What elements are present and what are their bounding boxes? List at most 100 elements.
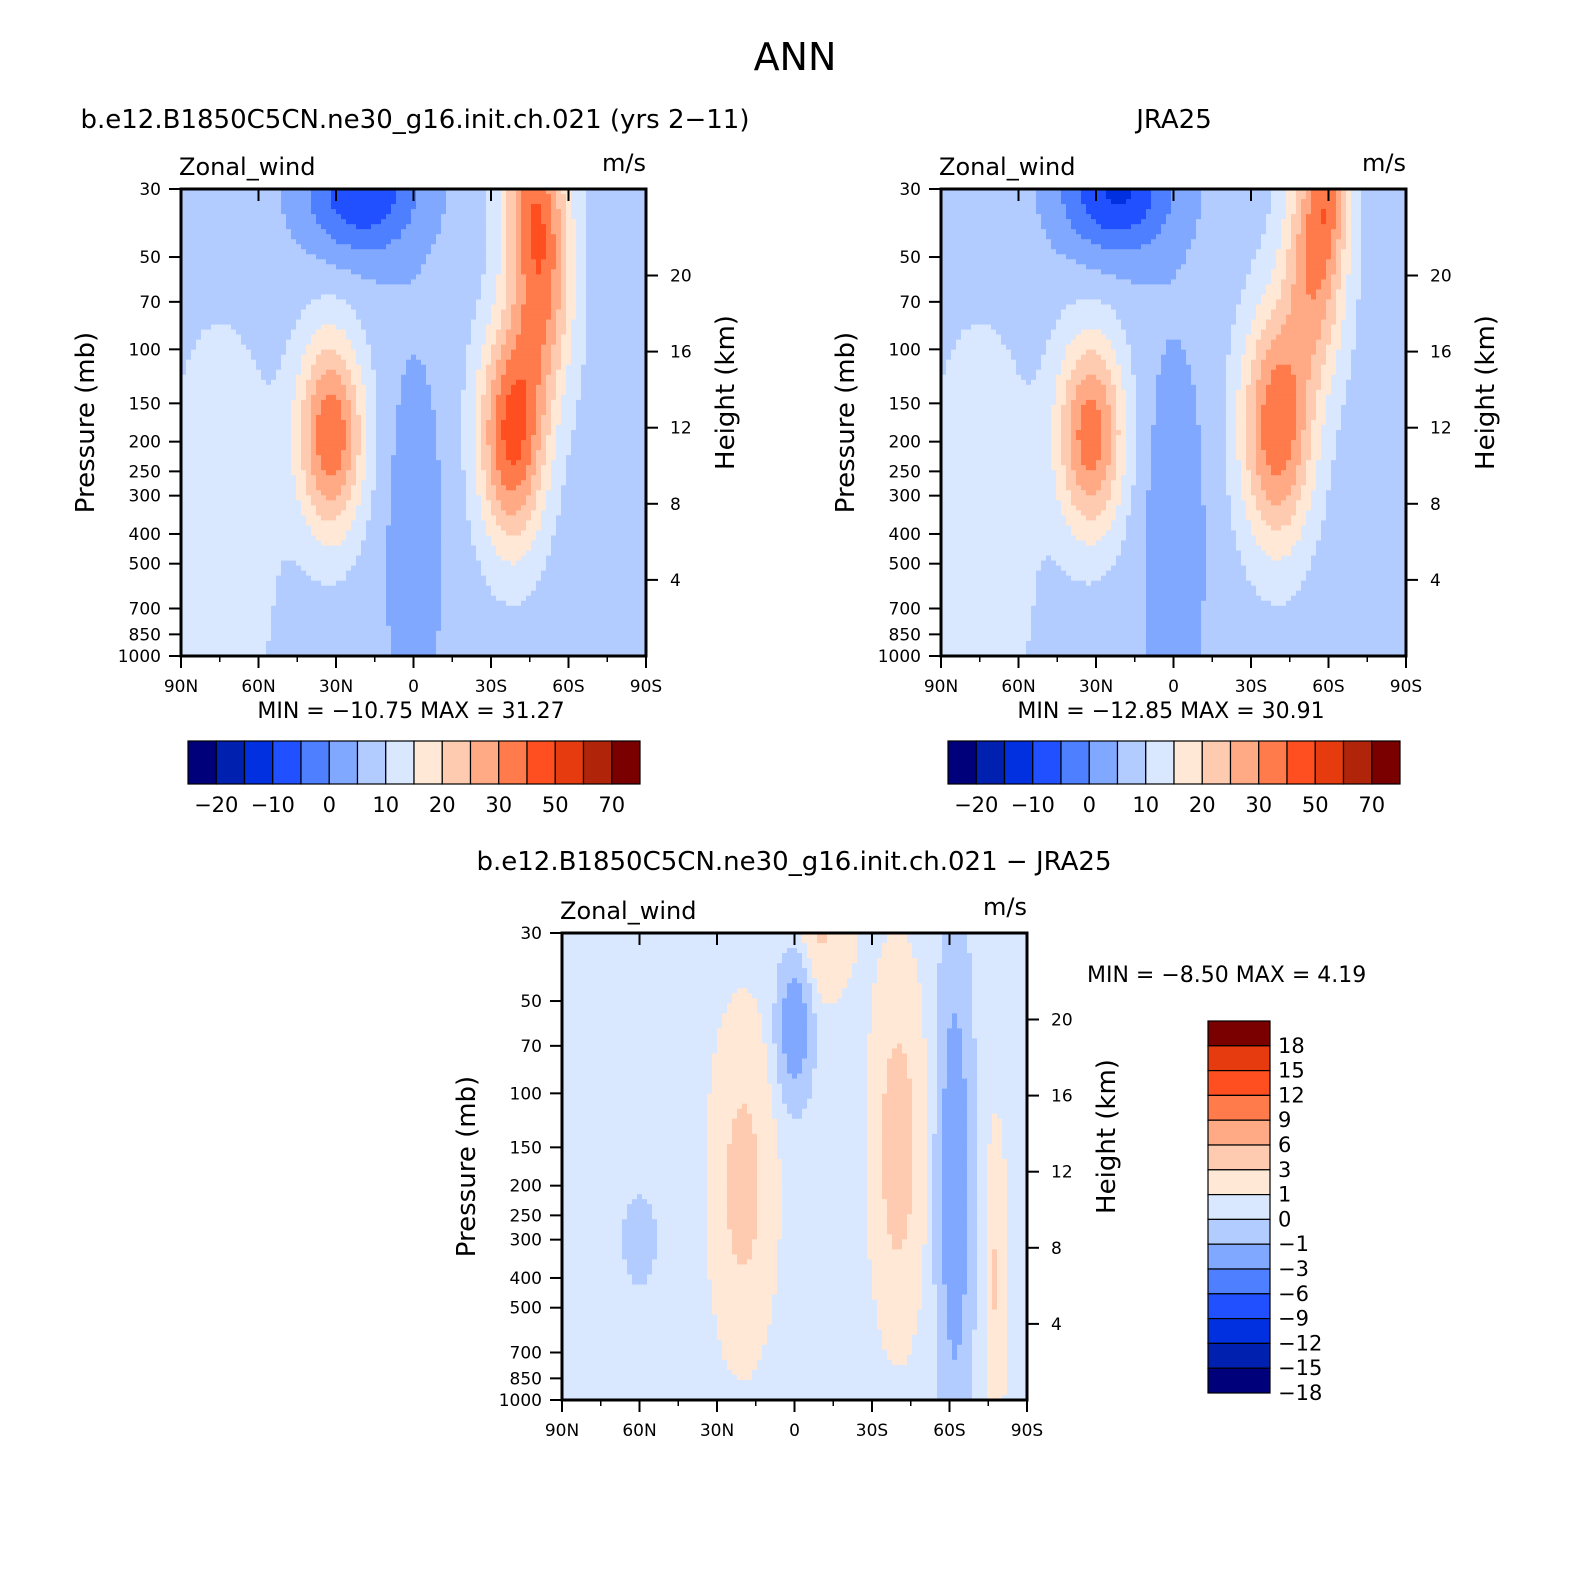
- contour-cell: [251, 425, 257, 431]
- contour-cell: [321, 435, 327, 441]
- contour-cell: [221, 409, 227, 416]
- contour-cell: [496, 254, 502, 260]
- contour-cell: [356, 455, 362, 461]
- contour-cell: [526, 244, 532, 250]
- contour-cell: [456, 279, 462, 286]
- contour-cell: [451, 299, 457, 306]
- contour-cell: [626, 435, 632, 441]
- contour-cell: [381, 399, 387, 406]
- contour-cell: [356, 189, 362, 195]
- contour-cell: [341, 364, 347, 371]
- contour-cell: [341, 414, 347, 421]
- contour-cell: [506, 409, 512, 416]
- contour-cell: [281, 409, 287, 416]
- contour-cell: [296, 435, 302, 441]
- contour-cell: [481, 389, 487, 396]
- contour-cell: [621, 309, 627, 316]
- contour-cell: [286, 194, 292, 200]
- contour-cell: [321, 339, 327, 346]
- contour-cell: [321, 304, 327, 311]
- contour-cell: [466, 309, 472, 316]
- contour-cell: [311, 359, 317, 366]
- contour-cell: [551, 349, 557, 356]
- contour-cell: [586, 194, 592, 200]
- contour-cell: [371, 364, 377, 371]
- contour-cell: [426, 299, 432, 306]
- contour-cell: [586, 399, 592, 406]
- contour-cell: [481, 445, 487, 451]
- contour-cell: [351, 404, 357, 411]
- contour-cell: [561, 269, 567, 275]
- contour-cell: [511, 234, 517, 240]
- contour-cell: [341, 314, 347, 321]
- contour-cell: [571, 309, 577, 316]
- contour-cell: [226, 214, 232, 220]
- contour-cell: [246, 384, 252, 391]
- contour-cell: [496, 229, 502, 235]
- contour-cell: [556, 425, 562, 431]
- contour-cell: [336, 294, 342, 301]
- contour-cell: [356, 425, 362, 431]
- contour-cell: [366, 189, 372, 195]
- contour-cell: [206, 440, 212, 446]
- contour-cell: [411, 440, 417, 446]
- contour-cell: [591, 214, 597, 220]
- contour-cell: [506, 404, 512, 411]
- contour-cell: [251, 329, 257, 336]
- contour-cell: [356, 314, 362, 321]
- contour-cell: [206, 299, 212, 306]
- contour-cell: [191, 359, 197, 366]
- contour-cell: [406, 435, 412, 441]
- contour-cell: [236, 419, 242, 426]
- contour-cell: [611, 329, 617, 336]
- contour-cell: [471, 445, 477, 451]
- contour-cell: [401, 354, 407, 361]
- contour-cell: [496, 204, 502, 210]
- contour-cell: [206, 450, 212, 456]
- contour-cell: [566, 204, 572, 210]
- contour-cell: [236, 239, 242, 245]
- contour-cell: [186, 219, 192, 225]
- contour-cell: [366, 294, 372, 301]
- contour-cell: [516, 299, 522, 306]
- contour-cell: [296, 284, 302, 291]
- contour-cell: [561, 430, 567, 436]
- contour-cell: [291, 349, 297, 356]
- contour-cell: [256, 294, 262, 301]
- contour-cell: [261, 435, 267, 441]
- contour-cell: [546, 244, 552, 250]
- contour-cell: [471, 299, 477, 306]
- contour-cell: [531, 249, 537, 255]
- contour-cell: [211, 364, 217, 371]
- contour-cell: [286, 344, 292, 351]
- contour-cell: [276, 234, 282, 240]
- contour-cell: [186, 214, 192, 220]
- contour-cell: [476, 349, 482, 356]
- contour-cell: [551, 234, 557, 240]
- contour-cell: [331, 234, 337, 240]
- contour-cell: [261, 229, 267, 235]
- contour-cell: [486, 289, 492, 296]
- contour-cell: [616, 314, 622, 321]
- contour-cell: [566, 274, 572, 280]
- contour-cell: [516, 194, 522, 200]
- contour-cell: [626, 374, 632, 381]
- contour-cell: [451, 394, 457, 401]
- contour-cell: [561, 374, 567, 381]
- contour-cell: [616, 450, 622, 456]
- contour-cell: [541, 359, 547, 366]
- contour-cell: [321, 204, 327, 210]
- contour-cell: [286, 384, 292, 391]
- contour-cell: [471, 264, 477, 270]
- contour-cell: [446, 254, 452, 260]
- contour-cell: [206, 309, 212, 316]
- contour-cell: [546, 259, 552, 265]
- contour-cell: [321, 349, 327, 356]
- contour-cell: [371, 379, 377, 386]
- contour-cell: [301, 279, 307, 286]
- contour-cell: [566, 254, 572, 260]
- contour-cell: [496, 289, 502, 296]
- contour-cell: [276, 344, 282, 351]
- contour-cell: [546, 324, 552, 331]
- contour-cell: [501, 309, 507, 316]
